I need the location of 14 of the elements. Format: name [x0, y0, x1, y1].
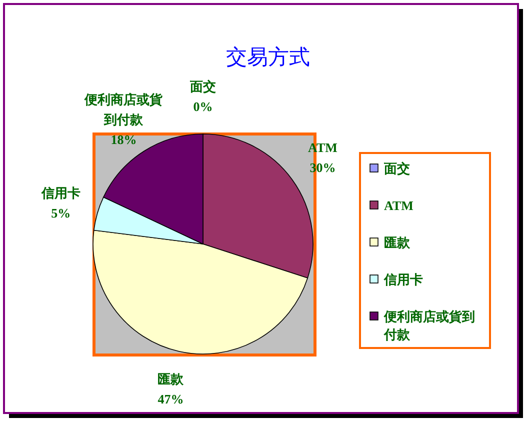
legend-label: 便利商店或貨到付款 — [383, 309, 475, 342]
data-label: 47% — [158, 391, 184, 406]
slice-label: 便利商店或貨到付款 — [84, 92, 164, 128]
data-label: 18% — [110, 132, 137, 148]
chart-title: 交易方式 — [226, 45, 310, 69]
legend-label: ATM — [384, 198, 414, 213]
text: 0% — [193, 99, 213, 114]
legend-label: 匯款 — [384, 235, 411, 250]
category-label: 面交 — [190, 79, 216, 94]
legend-label: 面交 — [383, 161, 410, 176]
slice-label: 匯款 — [158, 371, 185, 386]
legend-label: 信用卡 — [383, 272, 423, 287]
data-label: 5% — [51, 206, 71, 221]
slice-label: 信用卡 — [40, 186, 80, 201]
